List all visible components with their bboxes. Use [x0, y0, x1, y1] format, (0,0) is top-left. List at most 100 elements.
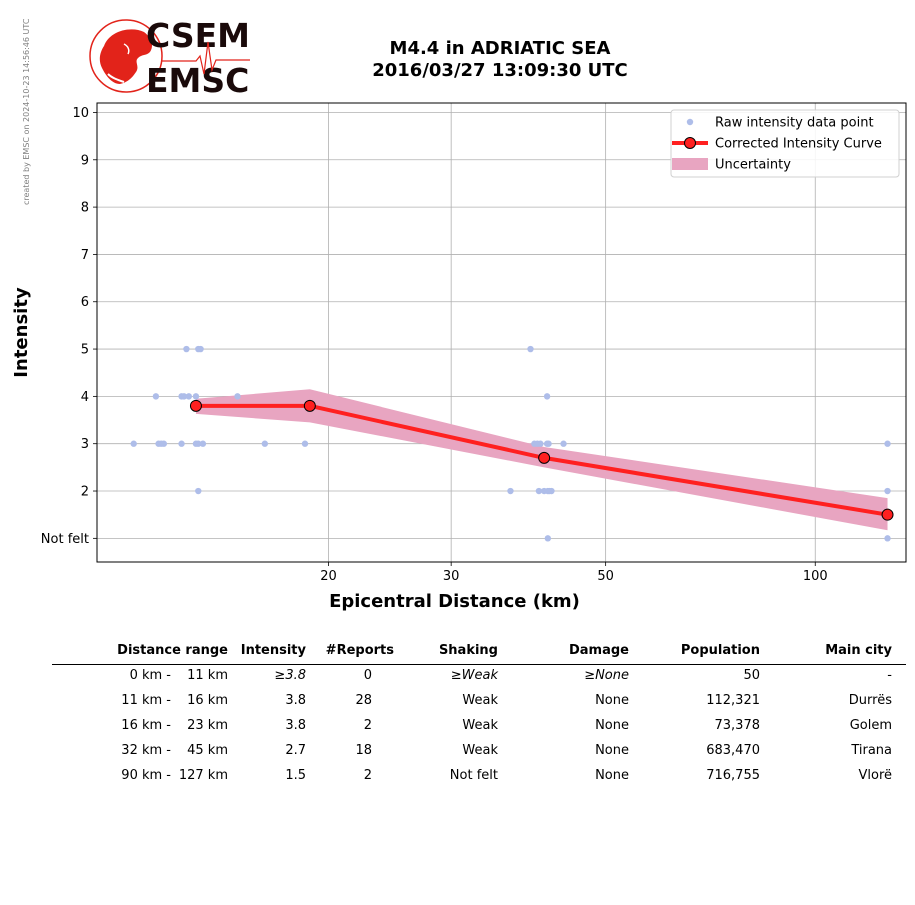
raw-data-point — [183, 345, 190, 353]
intensity-table: Distance range Intensity #Reports Shaking Da… — [52, 640, 906, 790]
title-line-2: 2016/03/27 13:09:30 UTC — [372, 60, 628, 81]
table-cell-intensity: 1.5 — [285, 768, 306, 783]
intensity-chart: 20 30 50 100 Not felt 2 3 4 5 6 7 8 9 10 Epicentral Di… — [11, 102, 907, 612]
raw-data-point — [185, 393, 193, 400]
table-cell-intensity: 3.8 — [285, 718, 306, 733]
table-cell-intensity: ≥3.8 — [274, 668, 306, 683]
table-cell-shaking: Weak — [462, 693, 498, 708]
curve-marker — [881, 508, 894, 521]
corrected-intensity-curve — [195, 403, 888, 517]
y-tick-label: 9 — [81, 153, 89, 168]
x-axis-label: Epicentral Distance (km) — [329, 591, 580, 612]
table-cell-damage: None — [595, 718, 629, 733]
table-row: 32 km - 45 km 2.7 18 Weak None 683,470 Tirana — [52, 740, 906, 765]
raw-data-point — [537, 440, 544, 447]
y-tick-label: 7 — [81, 248, 89, 263]
table-cell-d1: 32 km - — [121, 743, 171, 758]
logo-text-csem: CSEM — [146, 16, 250, 55]
raw-data-point — [560, 440, 567, 447]
table-row: 16 km - 23 km 3.8 2 Weak None 73,378 Golem — [52, 715, 906, 740]
raw-data-point — [543, 393, 551, 400]
curve-marker — [189, 399, 202, 412]
table-cell-d2: 45 km — [187, 743, 228, 758]
table-cell-intensity: 2.7 — [285, 743, 306, 758]
raw-data-point — [535, 487, 543, 495]
table-cell-reports: 2 — [363, 768, 372, 783]
table-cell-reports: 28 — [355, 693, 372, 708]
chart-title: M4.4 in ADRIATIC SEA 2016/03/27 13:09:30… — [300, 38, 700, 82]
raw-data-point — [884, 487, 891, 495]
x-tick-label: 30 — [443, 569, 460, 584]
raw-data-point — [527, 345, 534, 353]
legend-label: Uncertainty — [715, 158, 791, 173]
table-cell-d1: 16 km - — [121, 718, 171, 733]
legend-uncertainty-swatch — [672, 158, 708, 170]
table-cell-intensity: 3.8 — [285, 693, 306, 708]
raw-data-point — [192, 393, 200, 400]
y-tick-label: 2 — [81, 485, 89, 500]
table-cell-population: 683,470 — [706, 743, 760, 758]
table-row: 11 km - 16 km 3.8 28 Weak None 112,321 Durrës — [52, 690, 906, 715]
y-tick-label: Not felt — [41, 532, 89, 547]
raw-data-point — [544, 535, 552, 542]
legend-label: Raw intensity data point — [715, 116, 874, 131]
table-cell-shaking: Weak — [462, 743, 498, 758]
raw-data-point — [160, 440, 168, 447]
legend-box — [670, 109, 900, 178]
table-cell-reports: 18 — [355, 743, 372, 758]
y-tick-label: 10 — [72, 106, 89, 121]
raw-data-point — [195, 487, 202, 495]
legend-label: Corrected Intensity Curve — [715, 137, 882, 152]
raw-data-point — [884, 440, 891, 447]
table-cell-damage: None — [595, 743, 629, 758]
column-header: Intensity — [240, 643, 306, 658]
legend-curve-marker — [684, 137, 696, 149]
table-cell-d2: 11 km — [187, 668, 228, 683]
y-tick-label: 4 — [81, 390, 89, 405]
curve-marker — [303, 399, 316, 412]
raw-data-point — [507, 487, 514, 495]
raw-data-point — [548, 487, 555, 495]
raw-data-point — [180, 393, 188, 400]
y-tick-label: 5 — [81, 343, 89, 358]
table-cell-population: 73,378 — [714, 718, 761, 733]
table-cell-d2: 23 km — [187, 718, 228, 733]
raw-data-point — [178, 440, 185, 447]
table-cell-d1: 11 km - — [121, 693, 171, 708]
raw-data-point — [152, 393, 160, 400]
table-cell-damage: None — [595, 693, 629, 708]
raw-data-point — [197, 345, 204, 353]
column-header: Damage — [568, 643, 629, 658]
raw-data-point — [545, 440, 552, 447]
y-tick-label: 8 — [81, 201, 89, 216]
table-cell-city: - — [887, 668, 892, 683]
column-header: Shaking — [438, 643, 498, 658]
table-cell-reports: 2 — [363, 718, 372, 733]
x-tick-label: 20 — [320, 569, 337, 584]
raw-data-point — [130, 440, 137, 447]
y-axis-label: Intensity — [11, 287, 32, 378]
x-tick-label: 100 — [803, 569, 828, 584]
x-tick-label: 50 — [597, 569, 614, 584]
table-cell-city: Tirana — [851, 743, 892, 758]
legend: Raw intensity data point Corrected Intens… — [670, 109, 900, 178]
y-tick-label: 3 — [81, 437, 89, 452]
curve-marker — [538, 451, 551, 464]
table-cell-city: Golem — [849, 718, 892, 733]
column-header: Population — [680, 643, 760, 658]
table-cell-shaking: ≥Weak — [450, 668, 498, 683]
column-header: Main city — [825, 643, 892, 658]
table-cell-city: Vlorë — [858, 768, 892, 783]
table-cell-d1: 90 km - — [121, 768, 171, 783]
table-cell-shaking: Not felt — [449, 768, 498, 783]
column-header: #Reports — [325, 643, 394, 658]
raw-data-point — [884, 535, 891, 542]
plot-frame — [96, 102, 907, 563]
raw-data-point — [301, 440, 309, 447]
column-header: Distance range — [117, 643, 228, 658]
seismogram-icon — [162, 41, 250, 75]
raw-data-point — [261, 440, 269, 447]
legend-raw-marker — [686, 118, 694, 126]
table-cell-population: 716,755 — [706, 768, 760, 783]
table-cell-city: Durrës — [848, 693, 892, 708]
